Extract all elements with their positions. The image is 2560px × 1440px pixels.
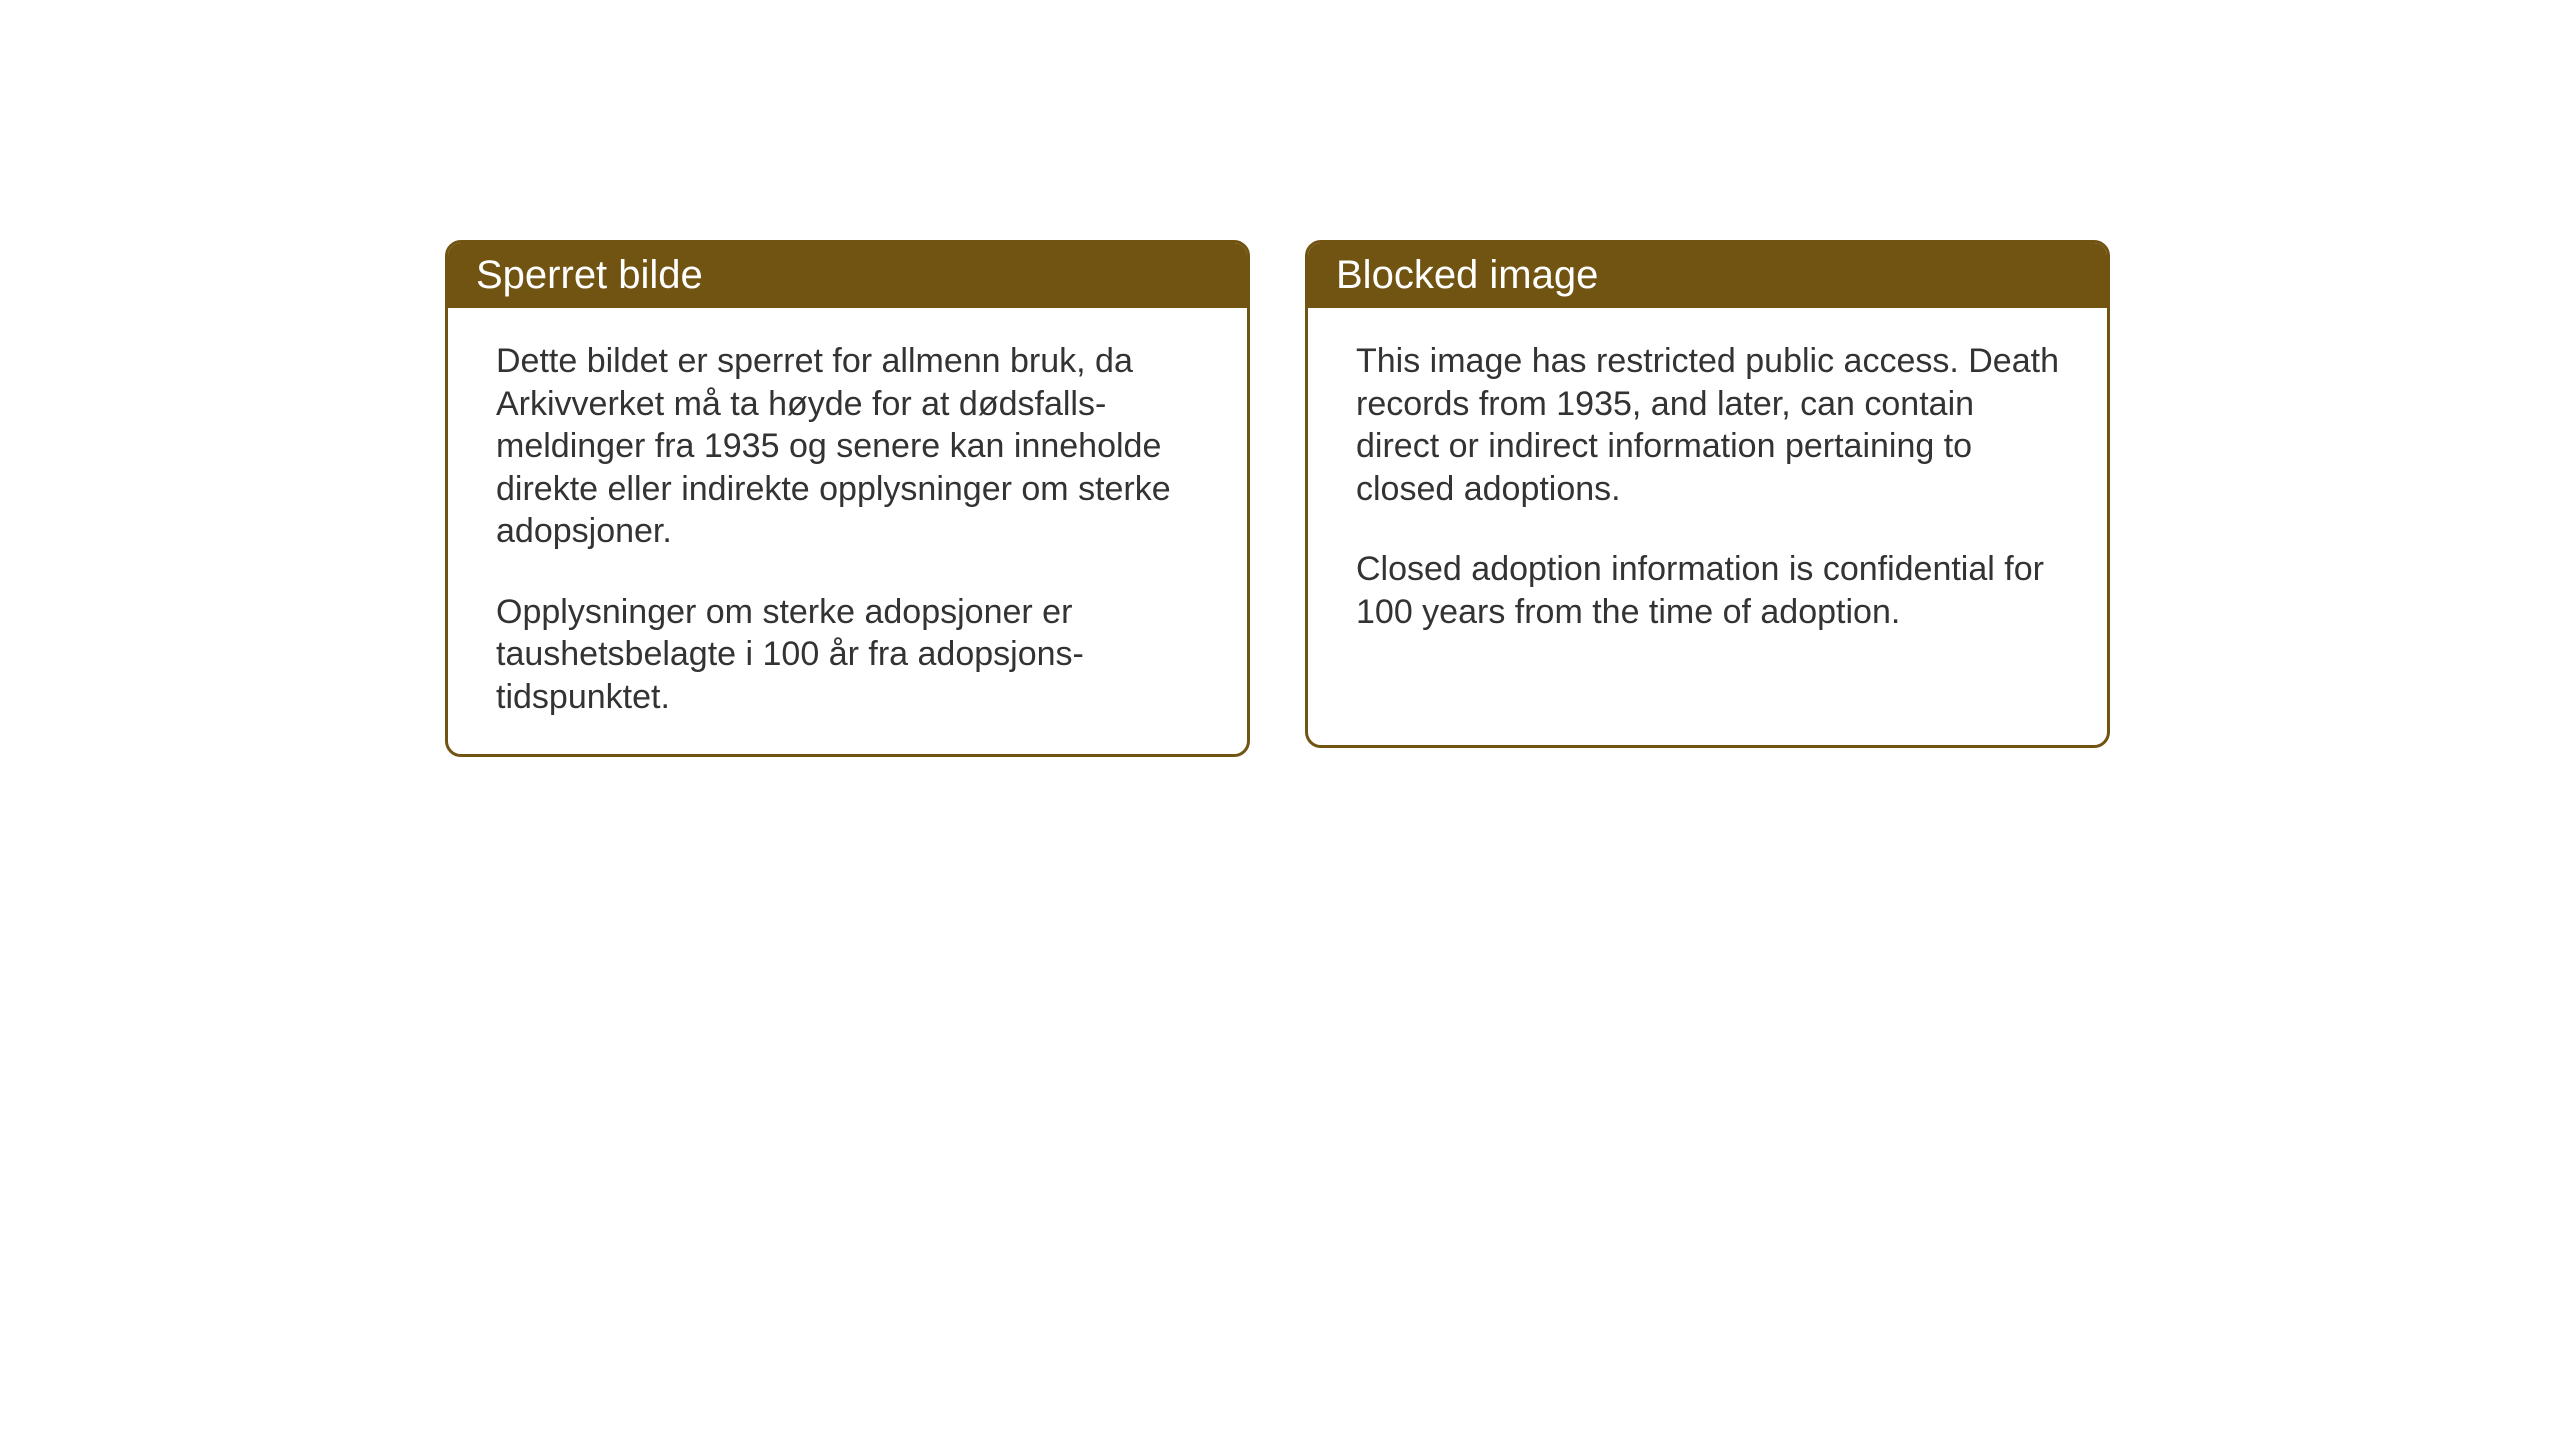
notice-body-norwegian: Dette bildet er sperret for allmenn bruk… — [448, 308, 1247, 754]
notice-card-english: Blocked image This image has restricted … — [1305, 240, 2110, 748]
notice-body-english: This image has restricted public access.… — [1308, 308, 2107, 669]
notice-card-norwegian: Sperret bilde Dette bildet er sperret fo… — [445, 240, 1250, 757]
notice-header-norwegian: Sperret bilde — [448, 243, 1247, 308]
notice-header-english: Blocked image — [1308, 243, 2107, 308]
notice-text-english-1: This image has restricted public access.… — [1356, 340, 2059, 510]
notice-container: Sperret bilde Dette bildet er sperret fo… — [445, 240, 2110, 757]
notice-text-english-2: Closed adoption information is confident… — [1356, 548, 2059, 633]
notice-text-norwegian-1: Dette bildet er sperret for allmenn bruk… — [496, 340, 1199, 553]
notice-text-norwegian-2: Opplysninger om sterke adopsjoner er tau… — [496, 591, 1199, 719]
